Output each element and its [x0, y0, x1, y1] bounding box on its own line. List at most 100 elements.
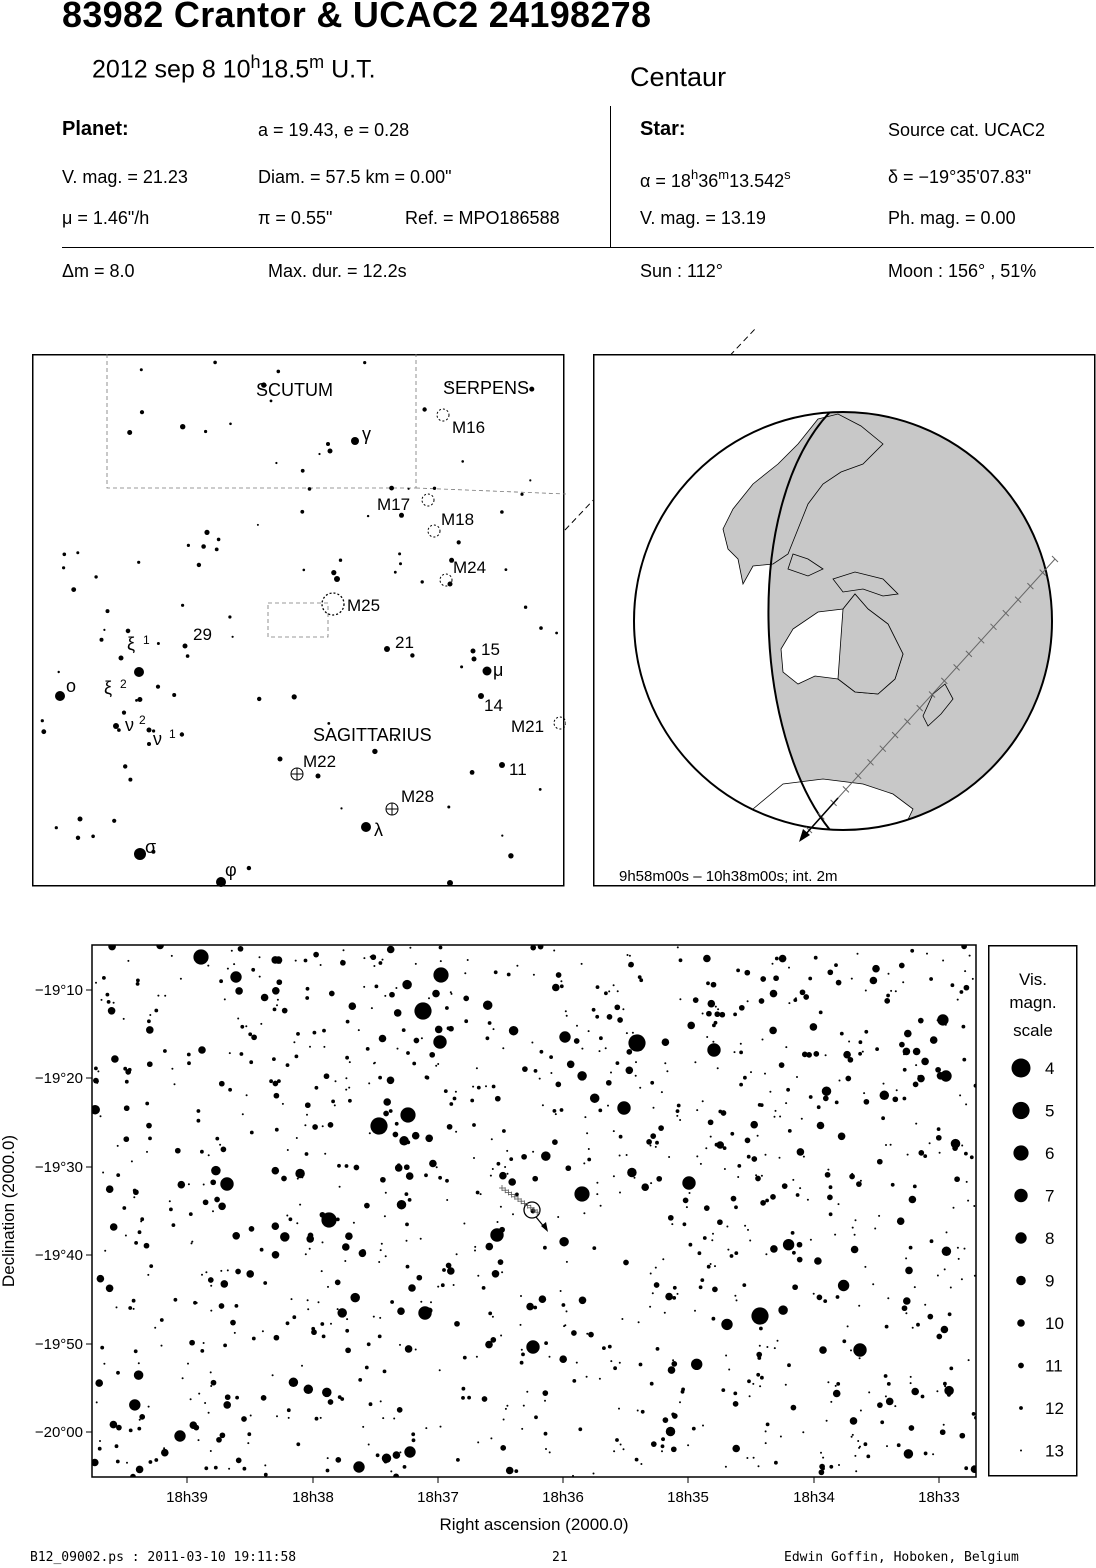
- legend-dot: [1019, 1406, 1023, 1410]
- detail-star: [827, 1381, 830, 1384]
- finder-star: [152, 729, 156, 733]
- detail-star: [435, 1064, 438, 1067]
- detail-star: [456, 1458, 460, 1462]
- detail-star: [370, 1117, 388, 1135]
- detail-star: [732, 1444, 740, 1453]
- detail-star: [866, 1454, 871, 1459]
- finder-star: [460, 665, 464, 669]
- detail-star: [692, 997, 699, 1003]
- detail-star: [149, 1014, 152, 1016]
- detail-star: [487, 1021, 492, 1025]
- legend-mag-label: 7: [1045, 1187, 1054, 1206]
- finder-star: [447, 880, 453, 886]
- detail-star: [403, 1164, 410, 1171]
- label-xi1-index: 1: [143, 633, 150, 647]
- detail-star: [420, 1037, 423, 1040]
- detail-star: [281, 1175, 287, 1182]
- detail-star: [143, 1242, 150, 1249]
- detail-star: [230, 1319, 236, 1326]
- detail-star: [923, 1451, 928, 1456]
- detail-star: [405, 1239, 408, 1242]
- detail-star: [675, 1109, 680, 1113]
- detail-star: [100, 998, 103, 1001]
- finder-star: [213, 360, 217, 365]
- detail-star: [133, 1196, 136, 1199]
- detail-star: [115, 1306, 118, 1309]
- finder-star: [147, 742, 151, 746]
- detail-star: [277, 1079, 281, 1083]
- detail-star: [116, 1144, 119, 1147]
- detail-star: [521, 1427, 524, 1430]
- detail-stars: [92, 945, 976, 1477]
- detail-star: [599, 1204, 602, 1207]
- detail-star: [820, 1451, 822, 1454]
- detail-star: [778, 954, 787, 963]
- detail-star: [835, 1295, 840, 1299]
- detail-star: [855, 1470, 858, 1473]
- detail-star: [326, 1457, 329, 1460]
- detail-star: [705, 1147, 708, 1150]
- finder-star: [399, 562, 402, 566]
- detail-star: [801, 1051, 808, 1058]
- detail-star: [241, 1416, 247, 1422]
- detail-star: [542, 1390, 549, 1396]
- ut-text: U.T.: [324, 55, 376, 84]
- detail-star: [384, 1255, 387, 1258]
- planet-diam: Diam. = 57.5 km = 0.00": [258, 167, 452, 187]
- detail-star: [835, 979, 842, 986]
- detail-star: [532, 1175, 539, 1182]
- detail-star: [538, 1295, 547, 1303]
- detail-star: [759, 1385, 762, 1388]
- detail-star: [836, 1382, 841, 1386]
- detail-star: [863, 1442, 868, 1447]
- detail-star: [800, 1117, 803, 1120]
- x-tick-label: 18h35: [667, 1489, 709, 1506]
- detail-star: [760, 1174, 763, 1177]
- detail-star: [95, 1379, 103, 1387]
- detail-star: [95, 981, 97, 984]
- detail-star: [667, 1214, 674, 1221]
- detail-star: [463, 995, 470, 1002]
- detail-star: [857, 1440, 860, 1442]
- detail-star: [207, 964, 210, 967]
- detail-star: [973, 1083, 976, 1088]
- detail-star: [649, 1272, 652, 1275]
- detail-star: [661, 1038, 670, 1046]
- detail-star: [102, 976, 106, 980]
- detail-star: [596, 1193, 599, 1196]
- detail-star: [911, 1326, 914, 1329]
- detail-star: [374, 984, 379, 989]
- detail-star: [490, 1138, 493, 1141]
- detail-star: [475, 1190, 480, 1195]
- detail-star: [874, 1227, 877, 1230]
- detail-star: [505, 1466, 514, 1475]
- finder-star: [520, 492, 524, 496]
- detail-star: [901, 1305, 908, 1312]
- detail-star: [116, 1370, 120, 1375]
- detail-star: [218, 1080, 225, 1087]
- event-title: 83982 Crantor & UCAC2 24198278: [62, 0, 652, 35]
- detail-star: [757, 1103, 762, 1107]
- detail-star: [764, 1072, 766, 1075]
- detail-star: [258, 956, 261, 959]
- detail-star: [559, 984, 564, 989]
- detail-star: [467, 1395, 471, 1400]
- detail-star: [220, 1177, 234, 1191]
- detail-star: [135, 1465, 144, 1474]
- detail-star: [854, 1454, 857, 1457]
- detail-star: [170, 954, 173, 957]
- detail-star: [792, 1284, 798, 1291]
- detail-star: [408, 1284, 416, 1292]
- finder-stars: [40, 360, 558, 887]
- detail-star: [509, 1157, 514, 1161]
- detail-star: [424, 1173, 428, 1178]
- detail-star: [941, 1246, 952, 1257]
- detail-star: [617, 1017, 623, 1023]
- detail-star: [864, 1029, 869, 1034]
- detail-star: [639, 1086, 642, 1089]
- detail-star: [821, 1466, 825, 1471]
- detail-star: [816, 1105, 821, 1110]
- detail-star: [526, 1390, 529, 1393]
- detail-star: [499, 1205, 502, 1208]
- detail-star: [541, 1104, 544, 1107]
